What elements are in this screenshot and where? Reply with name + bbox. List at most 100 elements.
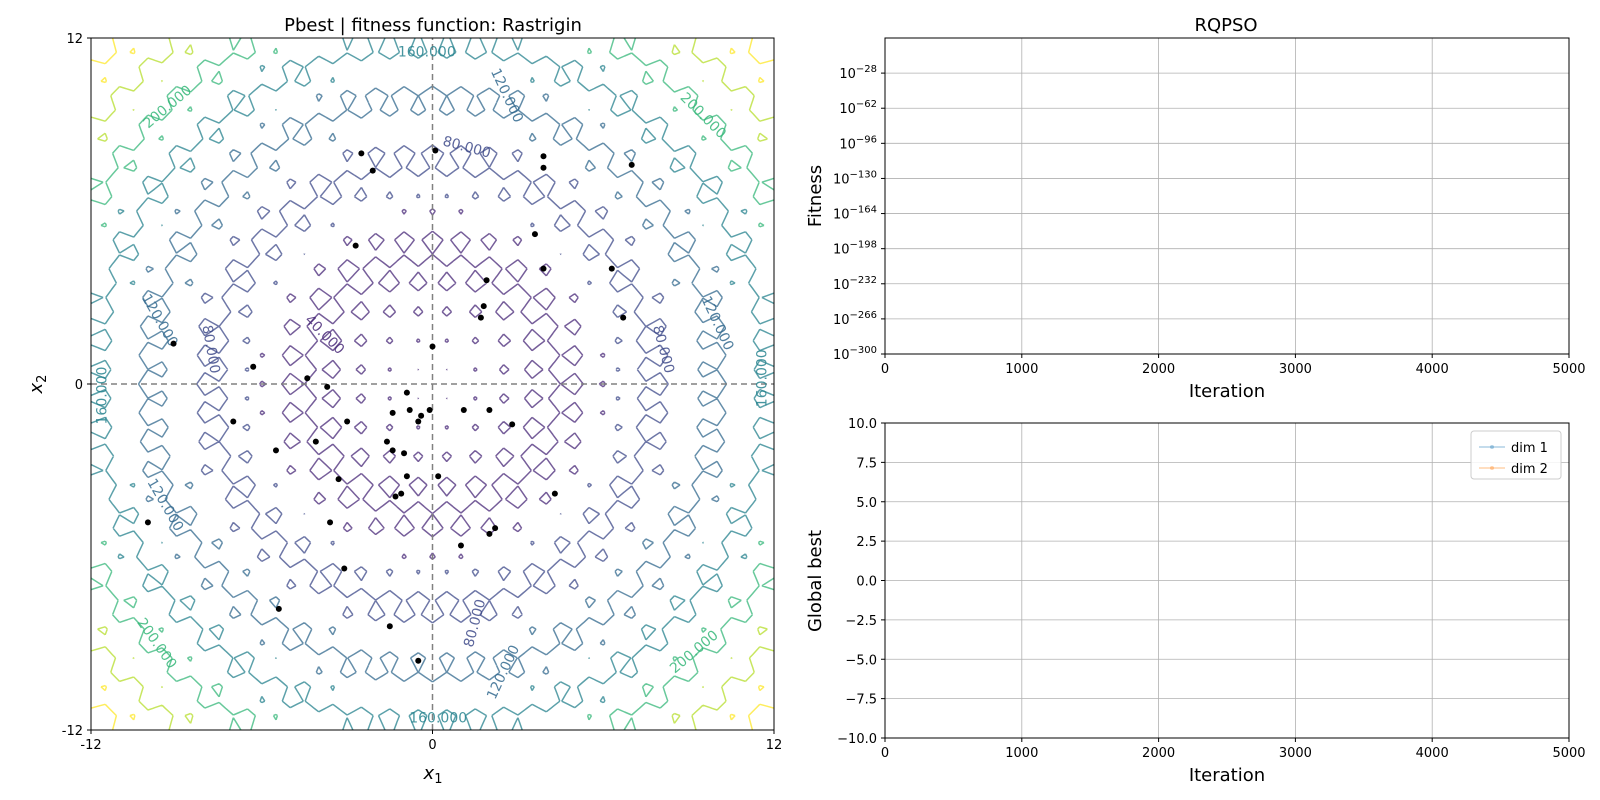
pbest-point (335, 476, 342, 483)
fitness-frame (884, 37, 1570, 355)
pbest-point (415, 657, 422, 664)
contour-line-40 (259, 208, 607, 560)
pbest-point (429, 343, 436, 350)
pbest-point (486, 530, 493, 537)
pbest-point (275, 605, 282, 612)
pbest-point (415, 418, 422, 425)
pbest-point (341, 565, 348, 572)
contour-xlabel: x1 (423, 763, 443, 787)
contour-ylabel: x2 (26, 375, 50, 395)
x-tick-label: 4000 (1416, 362, 1449, 377)
y-tick-label: 10.0 (848, 417, 877, 432)
pbest-point (551, 490, 558, 497)
pbest-point (531, 231, 538, 238)
legend-label: dim 2 (1511, 462, 1548, 477)
pbest-point (352, 242, 359, 249)
pbest-point (170, 340, 177, 347)
fitness-grid (884, 38, 1570, 355)
y-tick-label: 5.0 (856, 496, 877, 511)
y-tick-label: 10−130 (833, 169, 877, 187)
pbest-point (403, 389, 410, 396)
y-tick-label: 10−198 (833, 240, 877, 258)
contour-label: 200.000 (677, 90, 729, 142)
pbest-point (509, 421, 516, 428)
x-tick-label: 0 (881, 746, 889, 761)
contour-label: 160.000 (409, 710, 467, 726)
pbest-point (608, 265, 615, 272)
x-tick-label: 1000 (1005, 362, 1038, 377)
legend-swatch-marker (1490, 466, 1494, 470)
legend-swatch-marker (1490, 445, 1494, 449)
pbest-point (389, 409, 396, 416)
x-tick-label: 3000 (1279, 362, 1312, 377)
y-tick-label: −5.0 (845, 653, 877, 668)
y-tick-label: 10−300 (833, 345, 877, 363)
pbest-point (327, 519, 334, 526)
contour-line-80 (196, 144, 669, 624)
y-tick-label: −2.5 (845, 614, 877, 629)
y-tick-label: −7.5 (845, 693, 877, 708)
pbest-point (457, 542, 464, 549)
x-tick-label: 5000 (1552, 746, 1585, 761)
contour-line-280 (91, 38, 774, 730)
fitness-panel: RQPSO 0 1000 2000 3000 4000 5000 10−28 10−62 10−… (805, 15, 1586, 402)
pbest-point (435, 473, 442, 480)
contour-label: 120.000 (144, 476, 187, 534)
pbest-point (386, 623, 393, 630)
contour-lines (91, 38, 774, 730)
pbest-point (369, 167, 376, 174)
x-tick-label: 2000 (1142, 362, 1175, 377)
x-tick-label: 1000 (1005, 746, 1038, 761)
pbest-point (383, 438, 390, 445)
global-best-ticks: 0 1000 2000 3000 4000 5000 10.0 7.5 5.0 2.5 0.0 −2.… (837, 417, 1585, 761)
y-tick-label: 7.5 (856, 456, 877, 471)
pbest-point (389, 447, 396, 454)
pbest-point (628, 161, 635, 168)
contour-line-160 (91, 38, 774, 730)
pbest-point (426, 406, 433, 413)
fitness-ylabel: Fitness (805, 165, 826, 227)
contour-label: 200.000 (133, 615, 179, 672)
legend: dim 1 dim 2 (1470, 430, 1562, 480)
global-best-xlabel: Iteration (1189, 765, 1265, 786)
contour-label: 160.000 (398, 44, 456, 60)
y-tick-label: 10−28 (839, 64, 877, 82)
pbest-point (406, 406, 413, 413)
pbest-point (392, 493, 399, 500)
pbest-point (486, 406, 493, 413)
pbest-point (304, 375, 311, 382)
pbest-point (401, 450, 408, 457)
fitness-xlabel: Iteration (1189, 381, 1265, 402)
contour-label: 120.000 (484, 643, 523, 702)
contour-label: 160.000 (94, 367, 110, 425)
pbest-point (492, 525, 499, 532)
y-tick-label: -12 (62, 724, 83, 739)
y-tick-label: 10−266 (833, 310, 877, 328)
pbest-point (344, 418, 351, 425)
pbest-point (540, 265, 547, 272)
pbest-point (483, 277, 490, 284)
y-tick-label: 0 (75, 378, 83, 393)
pbest-point (418, 412, 425, 419)
y-tick-label: 10−164 (833, 205, 877, 223)
y-tick-label: 2.5 (856, 535, 877, 550)
x-tick-label: -12 (80, 738, 101, 753)
pbest-point (250, 363, 257, 370)
pbest-point (540, 153, 547, 160)
global-best-panel: 0 1000 2000 3000 4000 5000 10.0 7.5 5.0 2.5 0.0 −2.… (805, 417, 1586, 786)
y-tick-label: 12 (66, 32, 83, 47)
contour-line-120 (137, 85, 728, 683)
x-tick-label: 12 (766, 738, 783, 753)
global-best-ylabel: Global best (805, 530, 826, 632)
pbest-points (144, 147, 635, 664)
contour-ticks: -12 0 12 -12 0 12 (62, 32, 783, 753)
x-tick-label: 5000 (1552, 362, 1585, 377)
contour-label: 200.000 (141, 82, 196, 131)
contour-label: 160.000 (755, 349, 771, 407)
y-tick-label: 0.0 (856, 575, 877, 590)
x-tick-label: 0 (428, 738, 436, 753)
global-best-grid (884, 422, 1570, 739)
pbest-point (312, 438, 319, 445)
y-tick-label: 10−62 (839, 99, 877, 117)
